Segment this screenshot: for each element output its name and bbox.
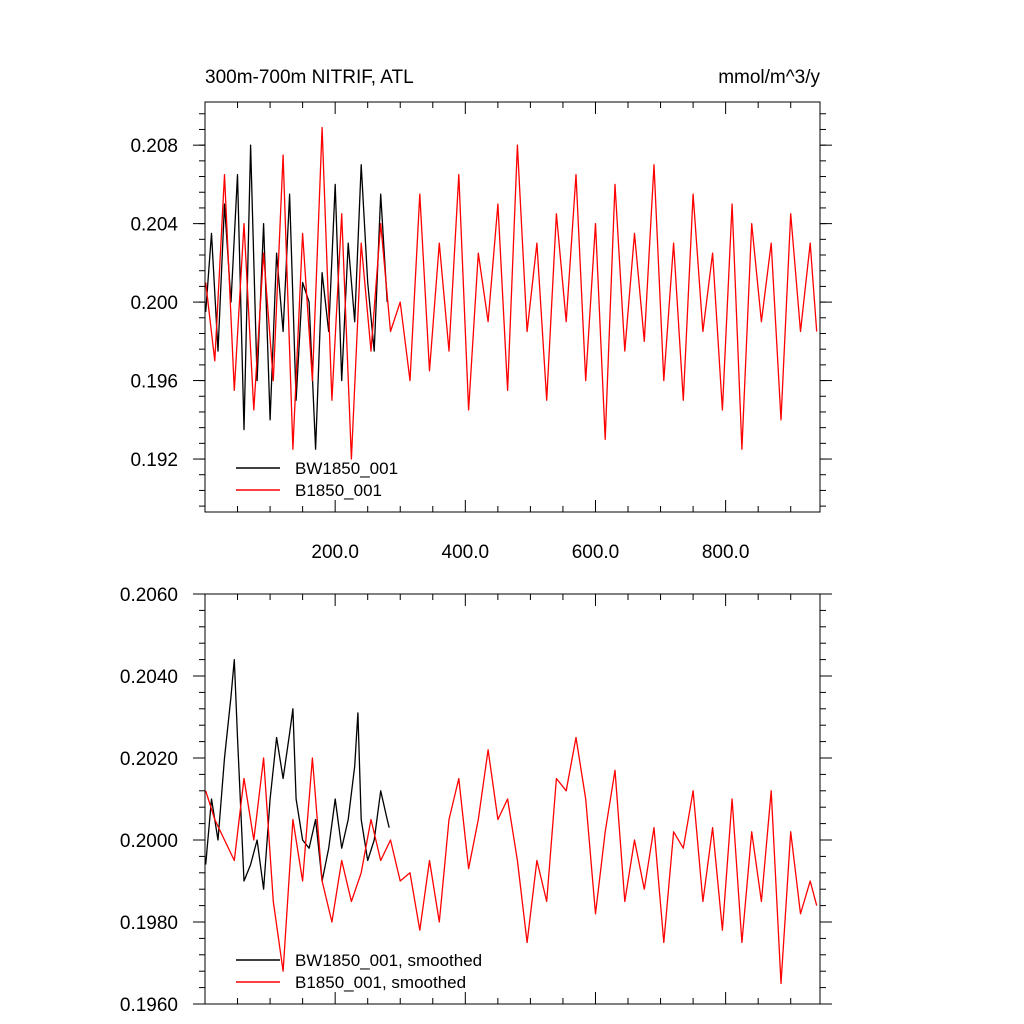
series-line-0 xyxy=(205,658,390,890)
series-line-1 xyxy=(205,736,818,985)
y-tick-label: 0.200 xyxy=(130,293,178,314)
bottom-plot-frame xyxy=(204,593,821,1005)
bottom-ticks xyxy=(193,593,832,1005)
y-tick-label: 0.192 xyxy=(130,450,178,471)
top-legend: BW1850_001 B1850_001 xyxy=(236,459,398,500)
series-line-0 xyxy=(205,144,388,450)
y-tick-label: 0.2020 xyxy=(120,749,178,770)
units-label: mmol/m^3/y xyxy=(718,67,820,88)
x-tick-label: 400.0 xyxy=(442,542,490,563)
x-tick-label: 800.0 xyxy=(702,542,750,563)
y-tick-label: 0.1980 xyxy=(120,913,178,934)
chart-title: 300m-700m NITRIF, ATL xyxy=(205,67,414,88)
bottom-series-lines xyxy=(205,658,818,985)
legend-label-1: B1850_001, smoothed xyxy=(295,973,466,992)
top-ticks xyxy=(193,102,832,512)
legend-label-0: BW1850_001 xyxy=(295,459,398,478)
y-tick-label: 0.1960 xyxy=(120,995,178,1016)
bottom-tick-labels: 0.1960 0.1980 0.2000 0.2020 0.2040 0.2060 xyxy=(120,585,178,1016)
legend-label-1: B1850_001 xyxy=(295,481,382,500)
y-tick-label: 0.2000 xyxy=(120,831,178,852)
y-tick-label: 0.208 xyxy=(130,136,178,157)
x-tick-label: 200.0 xyxy=(311,542,359,563)
y-tick-label: 0.2040 xyxy=(120,667,178,688)
y-tick-label: 0.204 xyxy=(130,215,178,236)
bottom-legend: BW1850_001, smoothed B1850_001, smoothed xyxy=(236,951,482,992)
series-line-1 xyxy=(205,126,818,460)
top-tick-labels: 0.192 0.196 0.200 0.204 0.208 200.0 400.0 600.0… xyxy=(130,136,749,563)
bottom-panel: 0.1960 0.1980 0.2000 0.2020 0.2040 0.2060 BW1… xyxy=(120,585,832,1016)
x-tick-label: 600.0 xyxy=(572,542,620,563)
legend-label-0: BW1850_001, smoothed xyxy=(295,951,482,970)
y-tick-label: 0.196 xyxy=(130,372,178,393)
top-plot-frame xyxy=(204,101,821,513)
y-tick-label: 0.2060 xyxy=(120,585,178,606)
top-series-lines xyxy=(205,126,818,460)
top-panel: 300m-700m NITRIF, ATL mmol/m^3/y 0.1920.… xyxy=(130,67,832,563)
